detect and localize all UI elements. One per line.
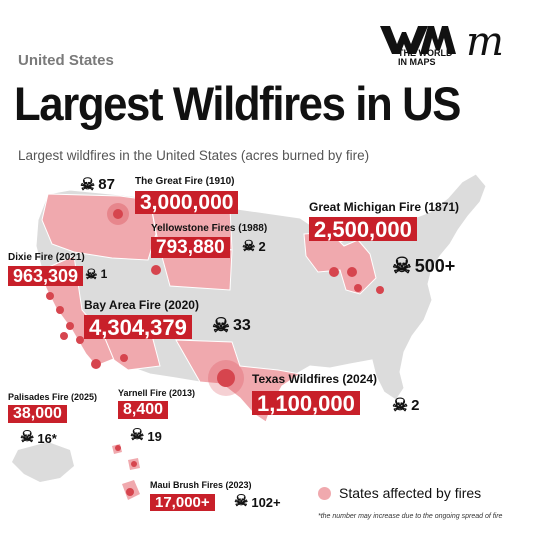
- fire-4-acres: 4,304,379: [84, 315, 192, 339]
- fire-0-name: The Great Fire (1910): [135, 176, 235, 187]
- affected-michigan-wisconsin: [303, 231, 377, 295]
- fire-3-name: Dixie Fire (2021): [8, 252, 85, 263]
- skull-crossbones-icon: ☠: [392, 253, 412, 278]
- skull-crossbones-icon: ☠: [212, 315, 230, 337]
- fire-4-deaths: ☠ 33: [212, 316, 251, 336]
- fire-0-deaths-value: 87: [98, 176, 115, 193]
- region-label: United States: [18, 52, 114, 69]
- fire-5-deaths: ☠ 2: [392, 396, 419, 414]
- fire-6-name: Palisades Fire (2025): [8, 392, 98, 402]
- fire-8-name: Maui Brush Fires (2023): [150, 480, 252, 490]
- logo-text-line1: THE WORLD: [398, 48, 453, 58]
- footnote: *the number may increase due to the ongo…: [318, 513, 503, 520]
- fire-0-acres: 3,000,000: [135, 191, 239, 215]
- fire-7-deaths: ☠ 19: [130, 428, 162, 444]
- fire-8-acres: 17,000+: [150, 494, 215, 511]
- fire-3-acres: 963,309: [8, 266, 84, 286]
- fire-6-deaths-value: 16*: [37, 430, 57, 446]
- fire-3-deaths: ☠ 1: [85, 267, 107, 281]
- legend-swatch: [318, 486, 331, 500]
- fire-0-deaths: ☠ 87: [80, 176, 115, 193]
- fire-1-deaths-value: 2: [258, 239, 266, 254]
- skull-crossbones-icon: ☠: [234, 493, 249, 510]
- fire-markers: [46, 203, 384, 496]
- fire-2-deaths-value: 500+: [414, 255, 456, 276]
- skull-crossbones-icon: ☠: [85, 266, 98, 282]
- fire-7-acres: 8,400: [118, 401, 169, 419]
- fire-6-deaths: ☠ 16*: [20, 430, 57, 446]
- logo-text-line2: IN MAPS: [398, 57, 436, 67]
- legend-label: States affected by fires: [339, 485, 482, 501]
- fire-7-deaths-value: 19: [147, 428, 162, 444]
- fire-3-deaths-value: 1: [100, 267, 108, 281]
- us-map: [12, 173, 487, 500]
- legend: States affected by fires: [318, 485, 481, 501]
- fire-1-acres: 793,880: [151, 237, 230, 258]
- fire-6-acres: 38,000: [8, 405, 67, 423]
- fire-5-acres: 1,100,000: [252, 391, 360, 415]
- skull-crossbones-icon: ☠: [392, 395, 409, 415]
- fire-4-deaths-value: 33: [232, 317, 251, 334]
- logo-text: THE WORLD IN MAPS: [398, 49, 453, 67]
- fire-2-acres: 2,500,000: [309, 217, 417, 241]
- skull-crossbones-icon: ☠: [130, 427, 145, 444]
- alaska: [12, 442, 74, 482]
- page-title: Largest Wildfires in US: [14, 77, 461, 130]
- fire-8-deaths: ☠ 102+: [234, 494, 281, 510]
- fire-7-name: Yarnell Fire (2013): [118, 388, 196, 398]
- skull-crossbones-icon: ☠: [242, 238, 256, 255]
- fire-2-deaths: ☠ 500+: [392, 255, 455, 277]
- fire-2-name: Great Michigan Fire (1871): [309, 200, 460, 214]
- skull-crossbones-icon: ☠: [20, 429, 35, 446]
- fire-1-name: Yellowstone Fires (1988): [151, 223, 268, 234]
- fire-5-deaths-value: 2: [411, 396, 420, 414]
- fire-5-name: Texas Wildfires (2024): [252, 372, 378, 386]
- m-logo: m: [466, 19, 504, 65]
- page-subtitle: Largest wildfires in the United States (…: [18, 148, 370, 163]
- fire-8-deaths-value: 102+: [251, 494, 281, 510]
- fire-4-name: Bay Area Fire (2020): [84, 298, 199, 312]
- world-in-maps-logo: [380, 26, 456, 54]
- skull-crossbones-icon: ☠: [80, 175, 96, 194]
- fire-1-deaths: ☠ 2: [242, 239, 266, 254]
